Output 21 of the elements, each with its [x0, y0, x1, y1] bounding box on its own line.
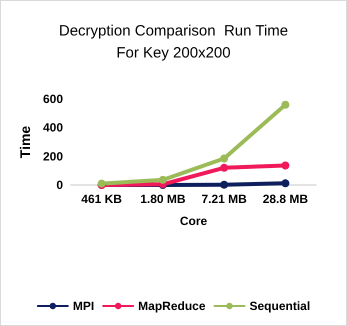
legend-label: MPI [72, 299, 94, 313]
x-tick-label: 7.21 MB [201, 192, 248, 206]
y-tick-label: 0 [56, 178, 64, 192]
x-tick-label: 461 KB [81, 192, 122, 206]
x-axis-title: Core [180, 214, 208, 228]
point [220, 164, 228, 172]
x-tick-label: 1.80 MB [140, 192, 186, 206]
legend-label: MapReduce [138, 299, 206, 313]
x-tick-label: 28.8 MB [262, 192, 308, 206]
chart-title: Decryption Comparison Run Time For Key 200x200 [58, 22, 288, 62]
y-tick-label: 600 [42, 92, 64, 106]
point [220, 154, 228, 162]
y-tick-label: 400 [42, 120, 64, 135]
y-axis-title: Time [17, 126, 34, 158]
point [281, 100, 290, 109]
point [281, 162, 290, 170]
point [220, 180, 228, 189]
y-tick-label: 200 [42, 149, 64, 164]
point [281, 179, 290, 188]
point [158, 176, 167, 184]
legend-label: Sequential [250, 299, 310, 313]
